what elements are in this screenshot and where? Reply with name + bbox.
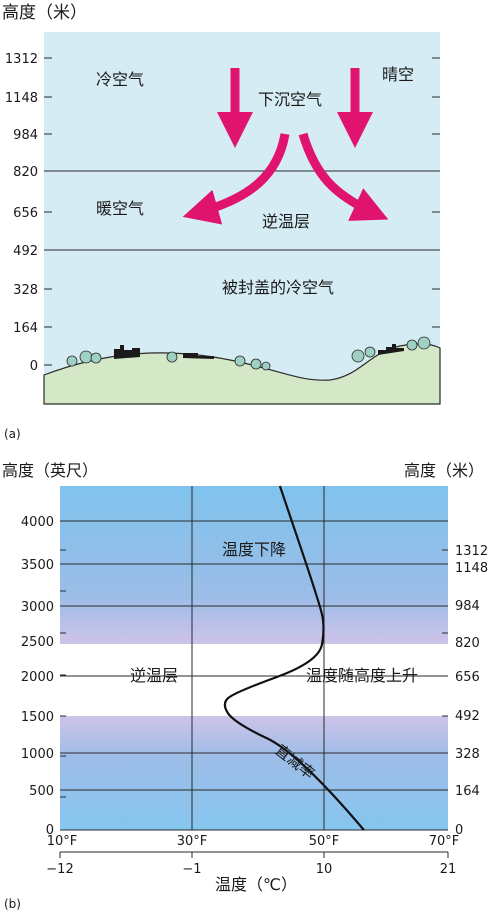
tick-label: 820 bbox=[13, 165, 38, 180]
tick-label: 3000 bbox=[21, 600, 54, 615]
tree-icon bbox=[406, 339, 418, 351]
tick-label: 656 bbox=[455, 670, 480, 685]
tick-label: 984 bbox=[13, 128, 38, 143]
tick-label: 164 bbox=[13, 321, 38, 336]
clear-sky-label: 晴空 bbox=[382, 65, 414, 84]
tick-label: 10 bbox=[316, 862, 333, 877]
tree-icon bbox=[417, 336, 431, 350]
sinking-air-label: 下沉空气 bbox=[258, 90, 322, 109]
tick-label: 1312 bbox=[5, 52, 38, 67]
temp-increase-label: 温度随高度上升 bbox=[306, 666, 418, 685]
tick-label: 1312 bbox=[455, 544, 488, 559]
celsius-tick-labels: −12 −1 10 21 bbox=[46, 862, 456, 877]
tick-label: 0 bbox=[30, 359, 38, 374]
buildings bbox=[114, 344, 404, 359]
tick-label: 492 bbox=[455, 709, 480, 724]
lower-blue-band bbox=[60, 716, 448, 830]
panel-a-labels: 冷空气 晴空 下沉空气 暖空气 逆温层 被封盖的冷空气 bbox=[96, 65, 414, 297]
cold-air-label: 冷空气 bbox=[96, 70, 144, 89]
tick-label: 984 bbox=[455, 599, 480, 614]
inversion-layer-label: 逆温层 bbox=[262, 212, 310, 231]
temperature-profile-line bbox=[223, 485, 365, 831]
tick-label: 164 bbox=[455, 784, 480, 799]
right-axis-title: 高度（米） bbox=[404, 461, 484, 480]
fahrenheit-tick-labels: 10°F 30°F 50°F 70°F bbox=[47, 834, 460, 849]
upper-blue-band bbox=[60, 486, 448, 644]
panel-a-ticks bbox=[44, 57, 440, 366]
inversion-layer-label: 逆温层 bbox=[130, 666, 178, 685]
tick-label: −12 bbox=[46, 862, 73, 877]
tick-label: 0 bbox=[46, 823, 54, 838]
tick-label: 1148 bbox=[455, 561, 488, 576]
curved-arrow-right-icon bbox=[298, 132, 389, 221]
inversion-white-band bbox=[60, 644, 448, 716]
tree-icon bbox=[66, 355, 78, 367]
right-axis-tick-labels: 1312 1148 984 820 656 492 328 164 0 bbox=[455, 544, 488, 838]
panel-a: 高度（米） 1312 1148 984 820 656 492 328 164 bbox=[2, 3, 441, 441]
tick-label: 328 bbox=[13, 283, 38, 298]
tick-label: −1 bbox=[182, 862, 201, 877]
left-axis-title: 高度（英尺） bbox=[2, 461, 98, 480]
tick-label: 4000 bbox=[21, 515, 54, 530]
tree-icon bbox=[234, 355, 246, 367]
building-icon bbox=[114, 345, 140, 359]
tick-label: 1000 bbox=[21, 747, 54, 762]
tree-icon bbox=[166, 351, 178, 363]
tick-label: 10°F bbox=[47, 834, 78, 849]
tick-label: 3500 bbox=[21, 558, 54, 573]
tick-label: 2500 bbox=[21, 635, 54, 650]
warm-air-label: 暖空气 bbox=[96, 199, 144, 218]
panel-b-caption: (b) bbox=[4, 897, 21, 910]
panel-a-caption: (a) bbox=[4, 427, 21, 441]
tick-label: 1148 bbox=[5, 91, 38, 106]
trees bbox=[66, 336, 431, 371]
tick-label: 500 bbox=[29, 784, 54, 799]
panel-a-gridlines bbox=[44, 170, 440, 251]
panel-b-ticks bbox=[60, 549, 448, 798]
bottom-axis-title: 温度（℃） bbox=[215, 875, 297, 894]
tree-icon bbox=[351, 349, 365, 363]
tick-label: 1500 bbox=[21, 710, 54, 725]
tree-icon bbox=[79, 350, 93, 364]
tick-label: 492 bbox=[13, 244, 38, 259]
panel-b-vertical-gridlines bbox=[191, 486, 325, 830]
tree-icon bbox=[364, 346, 376, 358]
temp-decrease-label: 温度下降 bbox=[222, 540, 286, 559]
tick-label: 0 bbox=[455, 823, 463, 838]
panel-b: 高度（英尺） 高度（米） bbox=[2, 461, 488, 910]
tick-label: 50°F bbox=[309, 834, 340, 849]
tree-icon bbox=[250, 358, 262, 370]
tick-label: 328 bbox=[455, 747, 480, 762]
panel-b-horizontal-gridlines bbox=[60, 520, 448, 791]
tick-label: 820 bbox=[455, 636, 480, 651]
trapped-cold-air-label: 被封盖的冷空气 bbox=[222, 278, 334, 297]
curved-arrow-left-icon bbox=[182, 133, 290, 225]
tick-label: 2000 bbox=[21, 670, 54, 685]
x-axis-ticks bbox=[59, 852, 449, 858]
tree-icon bbox=[261, 361, 271, 371]
panel-a-y-axis-title: 高度（米） bbox=[2, 3, 87, 23]
left-axis-tick-labels: 4000 3500 3000 2500 2000 1500 1000 500 0 bbox=[21, 515, 54, 838]
tick-label: 656 bbox=[13, 206, 38, 221]
tree-icon bbox=[90, 352, 102, 364]
tick-label: 21 bbox=[440, 862, 457, 877]
tick-label: 30°F bbox=[177, 834, 208, 849]
panel-a-y-tick-labels: 1312 1148 984 820 656 492 328 164 0 bbox=[5, 52, 38, 374]
building-icon bbox=[378, 344, 404, 355]
building-icon bbox=[183, 353, 214, 359]
tick-label: 70°F bbox=[429, 834, 460, 849]
sinking-air-arrows bbox=[182, 68, 389, 225]
